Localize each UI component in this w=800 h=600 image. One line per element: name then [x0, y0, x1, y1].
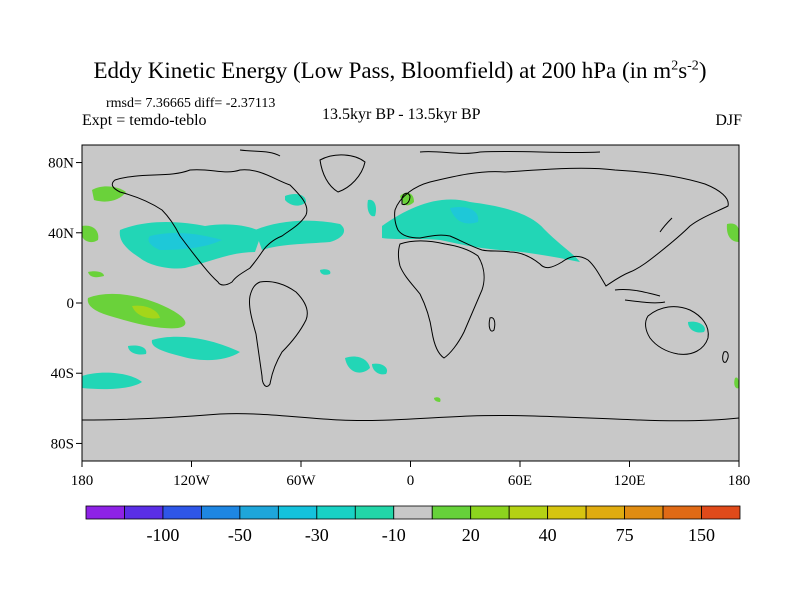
small-pacific-patch — [88, 271, 104, 278]
colorbar-swatch-0 — [85, 505, 125, 520]
colorbar-swatch-7 — [354, 505, 395, 520]
colorbar-label-4: 20 — [462, 525, 480, 545]
south-pacific-patch-3 — [128, 345, 147, 355]
lon-tick-label-0: 180 — [71, 473, 94, 489]
east-edge-green-patch — [726, 223, 739, 242]
eurasia-anomaly — [382, 199, 580, 262]
north-america-coast — [111, 169, 308, 286]
colorbar-swatch-13 — [585, 505, 625, 520]
season-label: DJF — [715, 112, 742, 129]
tiny-patch-2 — [434, 397, 441, 402]
lon-tick-label-5: 120E — [614, 473, 646, 489]
lon-tick-label-6: 180 — [728, 473, 751, 489]
experiment-label: Expt = temdo-teblo — [82, 112, 207, 129]
colorbar-label-7: 150 — [688, 525, 715, 545]
colorbar-swatch-15 — [662, 505, 702, 520]
latitude-axis: 80N 40N 0 40S 80S — [48, 156, 82, 452]
greenland-coast — [319, 154, 366, 193]
lon-tick-label-4: 60E — [508, 473, 532, 489]
north-america-core — [148, 233, 222, 250]
colorbar-labels: -100 -50 -30 -10 20 40 75 150 — [146, 525, 715, 545]
africa-coast — [398, 240, 485, 359]
colorbar-swatch-8 — [393, 505, 433, 520]
australia-coast — [645, 306, 709, 355]
lat-tick-label-0: 80N — [48, 156, 74, 172]
lon-tick-label-2: 60W — [286, 473, 316, 489]
field-contours — [82, 186, 739, 402]
indian-ocean-patch — [688, 321, 705, 333]
stats-label: rmsd= 7.36665 diff= -2.37113 — [106, 96, 276, 111]
colorbar-label-0: -100 — [146, 525, 179, 545]
map-background — [82, 145, 739, 461]
indonesia-coast — [614, 289, 666, 304]
colorbar-label-5: 40 — [539, 525, 557, 545]
south-atlantic-patch-2 — [372, 363, 388, 375]
longitude-axis: 180 120W 60W 0 60E 120E 180 — [71, 461, 751, 489]
colorbar-swatch-5 — [277, 505, 318, 520]
europe-asia-coast — [394, 167, 729, 287]
period-label: 13.5kyr BP - 13.5kyr BP — [322, 106, 481, 123]
colorbar-swatch-11 — [508, 505, 549, 520]
colorbar — [85, 505, 741, 520]
colorbar-label-2: -30 — [305, 525, 329, 545]
britain-coast — [401, 192, 411, 205]
colorbar-swatch-2 — [162, 505, 202, 520]
antarctica-coast — [82, 413, 739, 422]
atlantic-anomaly — [255, 220, 345, 250]
colorbar-label-3: -10 — [382, 525, 406, 545]
arctic-islands-coast — [239, 149, 601, 157]
madagascar-coast — [488, 317, 496, 332]
east-edge-southern-patch — [734, 377, 739, 389]
colorbar-swatch-14 — [624, 505, 664, 520]
colorbar-swatch-16 — [701, 505, 741, 520]
lat-tick-label-1: 40N — [48, 226, 74, 242]
tiny-patch-1 — [320, 269, 331, 275]
colorbar-swatch-1 — [124, 505, 164, 520]
lat-tick-label-3: 40S — [51, 366, 74, 382]
west-edge-green-patch — [82, 225, 99, 243]
colorbar-label-1: -50 — [228, 525, 252, 545]
south-pacific-patch-2 — [82, 372, 142, 390]
new-zealand-coast — [722, 351, 729, 363]
japan-coast — [659, 217, 673, 233]
colorbar-swatch-10 — [470, 505, 510, 520]
south-america-coast — [249, 281, 308, 387]
lat-tick-label-2: 0 — [67, 296, 75, 312]
south-pacific-anomaly — [151, 336, 240, 361]
colorbar-swatch-4 — [239, 505, 279, 520]
lon-tick-label-3: 0 — [407, 473, 415, 489]
colorbar-label-6: 75 — [616, 525, 634, 545]
mid-atlantic-patch — [367, 199, 377, 217]
eurasia-core — [450, 206, 479, 224]
colorbar-swatch-12 — [547, 505, 587, 520]
coastlines — [82, 149, 739, 422]
plot-title: Eddy Kinetic Energy (Low Pass, Bloomfiel… — [93, 58, 707, 83]
colorbar-swatch-3 — [201, 505, 241, 520]
tropical-pacific-yellow-core — [132, 305, 160, 319]
colorbar-swatch-6 — [316, 505, 356, 520]
colorbar-swatch-9 — [431, 505, 472, 520]
lon-tick-label-1: 120W — [173, 473, 211, 489]
lat-tick-label-4: 80S — [51, 436, 74, 452]
south-atlantic-patch — [345, 356, 370, 373]
